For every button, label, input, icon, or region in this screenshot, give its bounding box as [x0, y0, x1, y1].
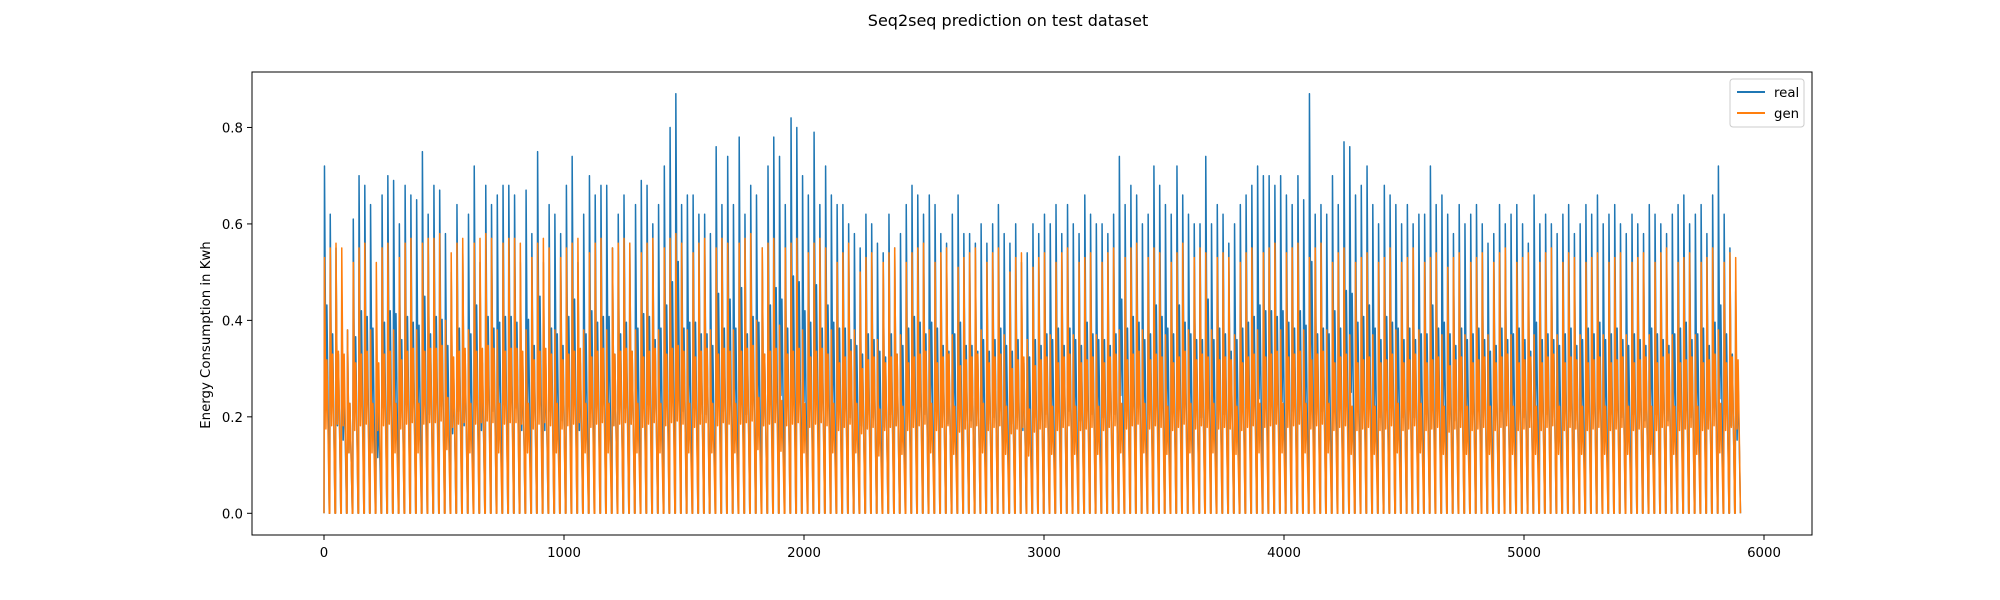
- x-tick-label: 6000: [1747, 546, 1781, 561]
- y-tick-label: 0.8: [222, 121, 243, 136]
- series-line-gen: [323, 232, 1742, 515]
- x-tick-label: 5000: [1507, 546, 1541, 561]
- x-tick-label: 4000: [1267, 546, 1301, 561]
- x-tick-label: 0: [320, 546, 328, 561]
- x-axis-ticks: 0 1000 2000 3000 4000 5000 6000: [320, 535, 1781, 561]
- chart-title: Seq2seq prediction on test dataset: [868, 11, 1148, 30]
- y-axis-label-group: Energy Consumption in Kwh: [199, 241, 214, 428]
- x-tick-label: 1000: [547, 546, 581, 561]
- x-tick-label: 2000: [787, 546, 821, 561]
- legend-label-gen: gen: [1774, 107, 1799, 122]
- y-tick-label: 0.4: [222, 314, 243, 329]
- legend: real gen: [1729, 78, 1805, 128]
- y-tick-label: 0.2: [222, 411, 243, 426]
- axes-frame: [251, 71, 1813, 536]
- legend-label-real: real: [1774, 86, 1799, 101]
- series-group: [323, 92, 1742, 515]
- y-tick-label: 0.6: [222, 218, 243, 233]
- y-axis-label: Energy Consumption in Kwh: [199, 241, 214, 428]
- y-tick-label: 0.0: [222, 507, 243, 522]
- x-tick-label: 3000: [1027, 546, 1061, 561]
- y-axis-ticks: 0.0 0.2 0.4 0.6 0.8: [222, 121, 252, 522]
